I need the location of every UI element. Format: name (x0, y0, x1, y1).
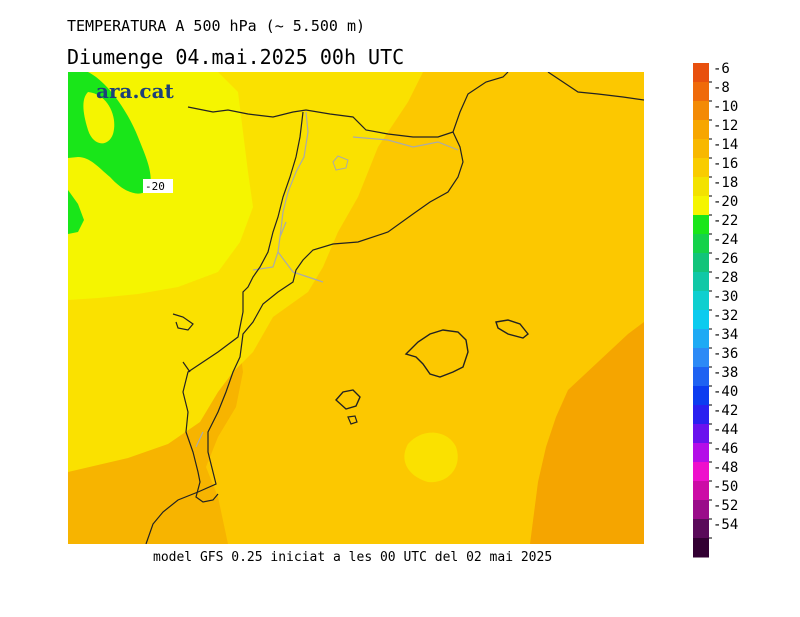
legend-label: -18 (713, 175, 738, 191)
legend-swatch (693, 177, 709, 197)
legend-swatch (693, 367, 709, 387)
coastline-main (145, 106, 464, 544)
map-subtitle-date: Diumenge 04.mai.2025 00h UTC (67, 45, 405, 69)
legend-swatch (693, 196, 709, 216)
legend-swatch (693, 462, 709, 482)
legend-swatch (693, 120, 709, 140)
legend-swatch (693, 158, 709, 178)
field-green-small (68, 190, 84, 234)
legend-swatch (693, 101, 709, 121)
legend-swatch (693, 253, 709, 273)
legend-swatch (693, 291, 709, 311)
legend-swatch (693, 519, 709, 539)
ara-cat-logo: ara.cat (96, 79, 175, 103)
island-formentera (347, 415, 358, 425)
legend-swatch (693, 234, 709, 254)
legend-swatch (693, 481, 709, 501)
frontier-portugal (172, 313, 194, 373)
map-title: TEMPERATURA A 500 hPa (~ 5.500 m) (67, 17, 366, 35)
field-yellow-pocket (83, 92, 115, 144)
legend-label: -52 (713, 498, 738, 514)
legend-label: -12 (713, 118, 738, 134)
legend-label: -40 (713, 384, 738, 400)
color-legend: -6 -8 -10 -12 -14 -16 -18 -20 -22 -24 -26 -28 -30 -32… (693, 61, 738, 558)
island-ibiza (335, 389, 361, 410)
legend-swatch (693, 443, 709, 463)
legend-labels: -6 -8 -10 -12 -14 -16 -18 -20 -22 -24 -26 -28 -30 -32… (709, 61, 738, 539)
legend-swatch (693, 538, 709, 558)
legend-swatch (693, 500, 709, 520)
legend-swatch (693, 63, 709, 83)
legend-label: -20 (713, 194, 738, 210)
legend-label: -22 (713, 213, 738, 229)
field-yellow-orange-blob (404, 432, 458, 483)
legend-swatch (693, 82, 709, 102)
legend-swatch (693, 348, 709, 368)
model-footer: model GFS 0.25 iniciat a les 00 UTC del … (153, 550, 553, 565)
legend-swatch (693, 386, 709, 406)
legend-label: -16 (713, 156, 738, 172)
contour-label: -20 (145, 180, 165, 193)
field-dark-orange-sea (530, 322, 644, 544)
legend-swatch (693, 272, 709, 292)
contour-label-bg (143, 179, 173, 193)
legend-label: -10 (713, 99, 738, 115)
legend-swatch (693, 405, 709, 425)
legend-label: -6 (713, 61, 730, 77)
legend-swatch (693, 310, 709, 330)
legend-label: -50 (713, 479, 738, 495)
legend-label: -30 (713, 289, 738, 305)
legend-label: -54 (713, 517, 738, 533)
island-menorca (495, 319, 529, 339)
legend-swatch (693, 139, 709, 159)
legend-label: -46 (713, 441, 738, 457)
island-mallorca (404, 329, 469, 378)
legend-label: -8 (713, 80, 730, 96)
legend-label: -28 (713, 270, 738, 286)
legend-swatch (693, 215, 709, 235)
legend-label: -26 (713, 251, 738, 267)
legend-swatch (693, 424, 709, 444)
legend-label: -38 (713, 365, 738, 381)
coastline-north (452, 72, 644, 133)
legend-label: -36 (713, 346, 738, 362)
border-lines (195, 111, 459, 448)
legend-label: -34 (713, 327, 738, 343)
legend-label: -48 (713, 460, 738, 476)
legend-color-bar (693, 63, 709, 558)
legend-label: -14 (713, 137, 738, 153)
legend-label: -32 (713, 308, 738, 324)
temperature-map: ara.cat -20 (68, 72, 644, 544)
legend-label: -24 (713, 232, 738, 248)
legend-swatch (693, 329, 709, 349)
legend-label: -44 (713, 422, 738, 438)
legend-label: -42 (713, 403, 738, 419)
frontier-west (182, 111, 304, 503)
border-blob (332, 155, 349, 171)
